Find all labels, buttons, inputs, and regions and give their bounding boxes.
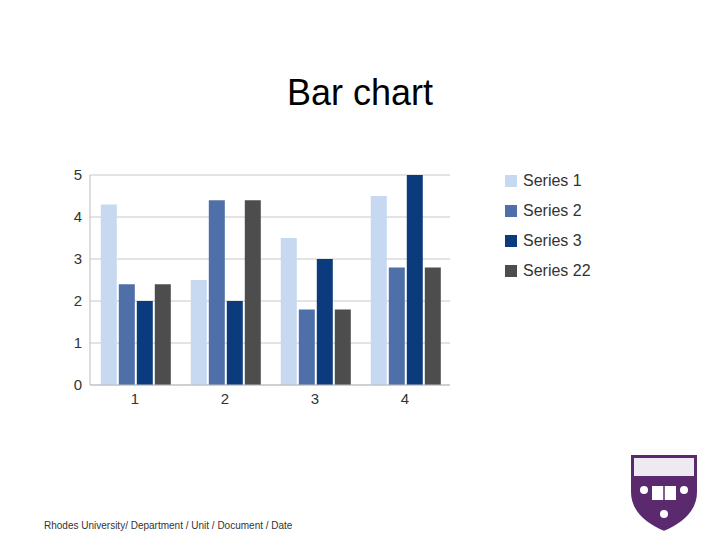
html-text:Bar chart: Bar chart [287,72,433,113]
svg-text:1: 1 [131,390,139,407]
svg-text:5: 5 [74,166,82,183]
html-text:Series 1: Series 1 [523,172,582,189]
html-text:Series 22: Series 22 [523,262,591,279]
svg-text:2: 2 [221,390,229,407]
html-text:Series 2: Series 2 [523,202,582,219]
html-text:Rhodes University/ Department: Rhodes University/ Department / Unit / D… [44,520,293,531]
svg-text:4: 4 [401,390,409,407]
svg-text:4: 4 [74,208,82,225]
svg-text:2: 2 [74,292,82,309]
svg-text:1: 1 [74,334,82,351]
svg-text:3: 3 [74,250,82,267]
svg-text:3: 3 [311,390,319,407]
html-text:Series 3: Series 3 [523,232,582,249]
svg-text:0: 0 [74,376,82,393]
